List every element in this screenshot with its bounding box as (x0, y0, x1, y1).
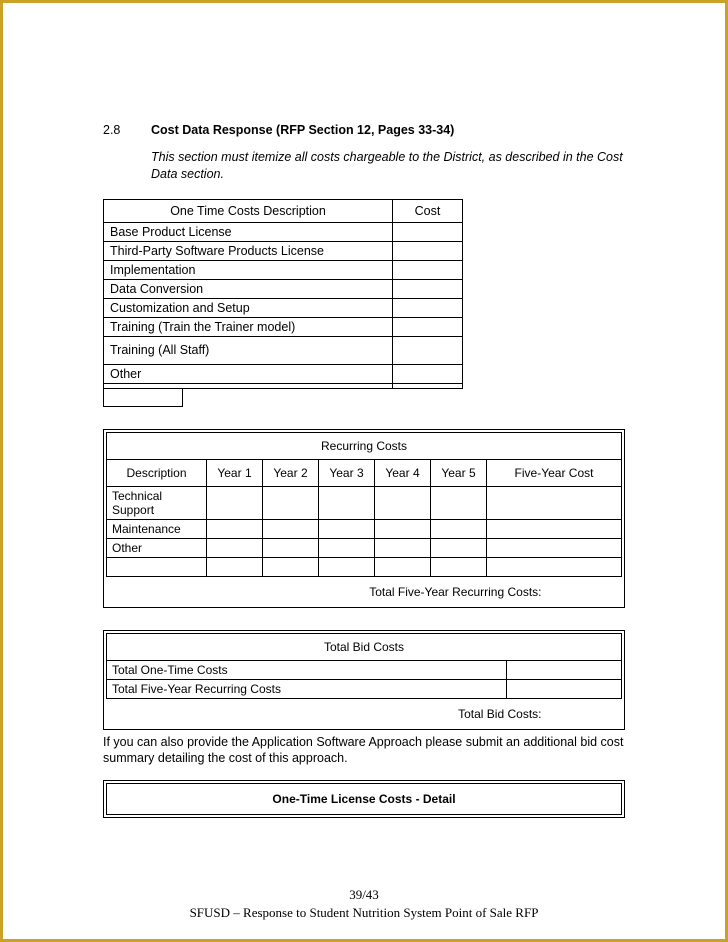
table-row: Customization and Setup (104, 298, 393, 317)
total-bid-wrapper: Total Bid Costs Total One-Time Costs Tot… (103, 630, 625, 730)
table-row: Total One-Time Costs (107, 660, 507, 679)
page-frame: 2.8 Cost Data Response (RFP Section 12, … (0, 0, 728, 942)
col-header: Year 1 (207, 459, 263, 486)
one-time-costs-table: One Time Costs Description Cost Base Pro… (103, 199, 463, 389)
doc-title: SFUSD – Response to Student Nutrition Sy… (3, 905, 725, 921)
section-title: Cost Data Response (RFP Section 12, Page… (151, 123, 454, 137)
total-bid-table: Total Bid Costs Total One-Time Costs Tot… (106, 633, 622, 727)
section-heading: 2.8 Cost Data Response (RFP Section 12, … (103, 123, 625, 137)
page-number: 39/43 (3, 887, 725, 903)
table-row: Data Conversion (104, 279, 393, 298)
table-row: Maintenance (107, 519, 207, 538)
detail-table: One-Time License Costs - Detail (106, 783, 622, 815)
paragraph: If you can also provide the Application … (103, 734, 625, 767)
table-title: One-Time License Costs - Detail (107, 784, 622, 815)
table-title: Total Bid Costs (107, 633, 622, 660)
total-label: Total Bid Costs: (107, 698, 622, 727)
section-number: 2.8 (103, 123, 151, 137)
recurring-costs-table: Recurring Costs Description Year 1 Year … (106, 432, 622, 605)
table-row (107, 557, 207, 576)
table-row: Other (104, 364, 393, 383)
table-row: Other (107, 538, 207, 557)
section-instruction: This section must itemize all costs char… (151, 149, 625, 183)
table-row: Base Product License (104, 222, 393, 241)
table-row: Training (Train the Trainer model) (104, 317, 393, 336)
col-header: Year 5 (431, 459, 487, 486)
table-row: Total Five-Year Recurring Costs (107, 679, 507, 698)
col-header: Year 4 (375, 459, 431, 486)
col-header-cost: Cost (393, 199, 463, 222)
table-extra-cell (103, 389, 183, 407)
total-label: Total Five-Year Recurring Costs: (107, 576, 622, 605)
detail-wrapper: One-Time License Costs - Detail (103, 780, 625, 818)
col-header: Five-Year Cost (487, 459, 622, 486)
table-row: Implementation (104, 260, 393, 279)
col-header-desc: One Time Costs Description (104, 199, 393, 222)
page-content: 2.8 Cost Data Response (RFP Section 12, … (33, 33, 695, 818)
table-row: Training (All Staff) (104, 336, 393, 364)
recurring-costs-wrapper: Recurring Costs Description Year 1 Year … (103, 429, 625, 608)
table-row: Technical Support (107, 486, 207, 519)
col-header: Year 2 (263, 459, 319, 486)
col-header: Description (107, 459, 207, 486)
table-row (104, 383, 393, 388)
table-title: Recurring Costs (107, 432, 622, 459)
col-header: Year 3 (319, 459, 375, 486)
page-footer: 39/43 SFUSD – Response to Student Nutrit… (3, 887, 725, 921)
table-row: Third-Party Software Products License (104, 241, 393, 260)
